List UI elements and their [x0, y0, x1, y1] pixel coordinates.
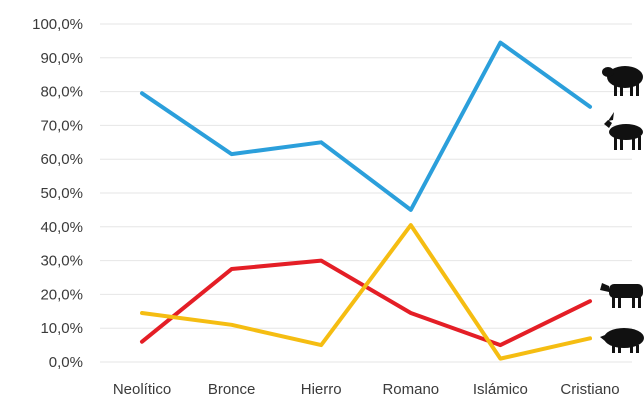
x-tick-label: Islámico — [473, 381, 528, 398]
series-lines — [140, 40, 592, 361]
y-tick-label: 90,0% — [40, 50, 83, 67]
y-tick-label: 10,0% — [40, 320, 83, 337]
y-tick-label: 70,0% — [40, 117, 83, 134]
y-tick-label: 0,0% — [49, 354, 83, 371]
y-tick-label: 80,0% — [40, 84, 83, 101]
x-tick-label: Romano — [382, 381, 439, 398]
y-axis-tick-labels: 0,0% 10,0% 20,0% 30,0% 40,0% 50,0% 60,0% 70,0% 8… — [32, 16, 83, 371]
sheep-icon — [602, 66, 643, 96]
y-tick-label: 60,0% — [40, 151, 83, 168]
goat-icon — [604, 112, 643, 150]
x-axis-category-labels: Neolítico Bronce Hierro Romano Islámico Crist… — [113, 381, 620, 398]
series-line-1 — [140, 40, 592, 212]
series-line-3 — [140, 223, 592, 361]
x-tick-label: Cristiano — [560, 381, 619, 398]
x-tick-label: Neolítico — [113, 381, 171, 398]
y-tick-label: 100,0% — [32, 16, 83, 33]
y-tick-label: 30,0% — [40, 253, 83, 270]
pig-icon — [600, 328, 644, 353]
gridlines — [100, 23, 632, 363]
y-tick-label: 20,0% — [40, 286, 83, 303]
y-tick-label: 50,0% — [40, 185, 83, 202]
y-tick-label: 40,0% — [40, 219, 83, 236]
x-tick-label: Hierro — [301, 381, 342, 398]
x-tick-label: Bronce — [208, 381, 256, 398]
series-line-2 — [140, 258, 592, 348]
cattle-icon — [600, 283, 643, 308]
